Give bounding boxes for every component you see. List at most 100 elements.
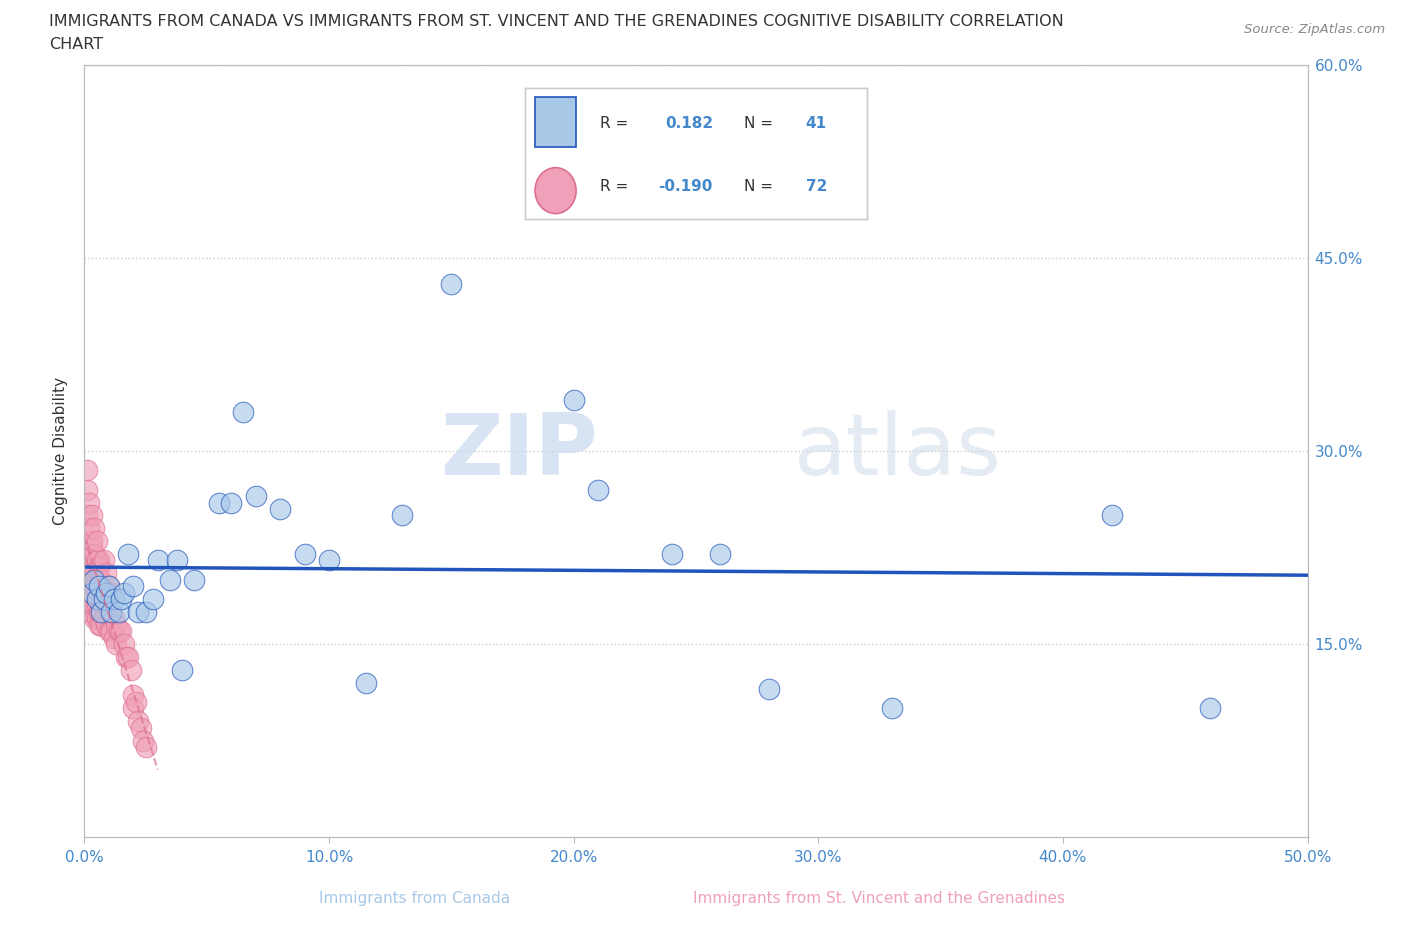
Point — [83, 578, 105, 593]
Point — [76, 463, 98, 478]
Point — [709, 547, 731, 562]
Point — [87, 604, 110, 619]
Point — [97, 578, 120, 593]
Point — [83, 572, 105, 587]
Point — [86, 553, 108, 568]
Point — [87, 559, 110, 574]
Point — [77, 572, 100, 587]
Y-axis label: Cognitive Disability: Cognitive Disability — [53, 377, 69, 525]
Point — [183, 572, 205, 587]
Point — [107, 604, 129, 619]
Point — [127, 714, 149, 729]
Point — [76, 482, 98, 497]
Point — [208, 495, 231, 510]
Point — [90, 572, 112, 587]
Text: CHART: CHART — [49, 37, 103, 52]
Point — [80, 508, 103, 523]
Point — [562, 392, 585, 407]
Point — [103, 631, 125, 645]
Point — [90, 578, 112, 593]
Point — [87, 553, 110, 568]
Point — [83, 611, 105, 626]
Point — [132, 733, 155, 748]
Point — [97, 591, 120, 606]
Point — [76, 547, 98, 562]
Point — [127, 604, 149, 619]
Point — [103, 611, 125, 626]
Point — [294, 547, 316, 562]
Point — [87, 578, 110, 593]
Point — [391, 508, 413, 523]
Point — [112, 585, 135, 600]
Point — [90, 618, 112, 632]
Point — [96, 618, 118, 632]
Point — [135, 604, 157, 619]
Point — [586, 482, 609, 497]
Point — [97, 604, 120, 619]
Point — [80, 534, 103, 549]
Point — [146, 553, 169, 568]
Point — [120, 662, 142, 677]
Point — [1101, 508, 1123, 523]
Point — [76, 578, 98, 593]
Point — [93, 585, 115, 600]
Point — [107, 624, 129, 639]
Point — [142, 591, 165, 606]
Point — [80, 604, 103, 619]
Point — [115, 649, 138, 664]
Point — [172, 662, 194, 677]
Point — [80, 585, 103, 600]
Point — [86, 585, 108, 600]
Point — [77, 547, 100, 562]
Point — [83, 559, 105, 574]
Text: Source: ZipAtlas.com: Source: ZipAtlas.com — [1244, 23, 1385, 36]
Point — [83, 547, 105, 562]
Point — [76, 508, 98, 523]
Point — [83, 521, 105, 536]
Point — [90, 591, 112, 606]
Text: Immigrants from St. Vincent and the Grenadines: Immigrants from St. Vincent and the Gren… — [693, 891, 1066, 906]
Point — [110, 624, 132, 639]
Point — [122, 688, 145, 703]
Point — [77, 604, 100, 619]
Point — [86, 553, 108, 568]
Point — [90, 604, 112, 619]
Text: ZIP: ZIP — [440, 409, 598, 493]
Point — [105, 618, 128, 632]
Point — [100, 604, 122, 619]
Point — [77, 495, 100, 510]
Point — [880, 701, 903, 716]
Point — [232, 405, 254, 419]
Point — [112, 637, 135, 652]
Point — [117, 649, 139, 664]
Point — [219, 495, 242, 510]
Point — [93, 591, 115, 606]
Point — [122, 578, 145, 593]
Point — [1198, 701, 1220, 716]
Point — [93, 598, 115, 613]
Point — [96, 585, 118, 600]
Point — [86, 591, 108, 606]
Point — [97, 578, 120, 593]
Point — [129, 720, 152, 735]
Point — [318, 553, 340, 568]
Point — [103, 591, 125, 606]
Point — [440, 276, 463, 291]
Point — [117, 547, 139, 562]
Point — [100, 624, 122, 639]
Point — [93, 553, 115, 568]
Point — [661, 547, 683, 562]
Point — [110, 591, 132, 606]
Point — [87, 591, 110, 606]
Point — [245, 488, 267, 503]
Point — [122, 701, 145, 716]
Point — [87, 572, 110, 587]
Point — [159, 572, 181, 587]
Text: Immigrants from Canada: Immigrants from Canada — [319, 891, 510, 906]
Point — [90, 604, 112, 619]
Point — [80, 585, 103, 600]
Point — [93, 611, 115, 626]
Point — [77, 591, 100, 606]
Point — [354, 675, 377, 690]
Text: IMMIGRANTS FROM CANADA VS IMMIGRANTS FROM ST. VINCENT AND THE GRENADINES COGNITI: IMMIGRANTS FROM CANADA VS IMMIGRANTS FRO… — [49, 14, 1064, 29]
